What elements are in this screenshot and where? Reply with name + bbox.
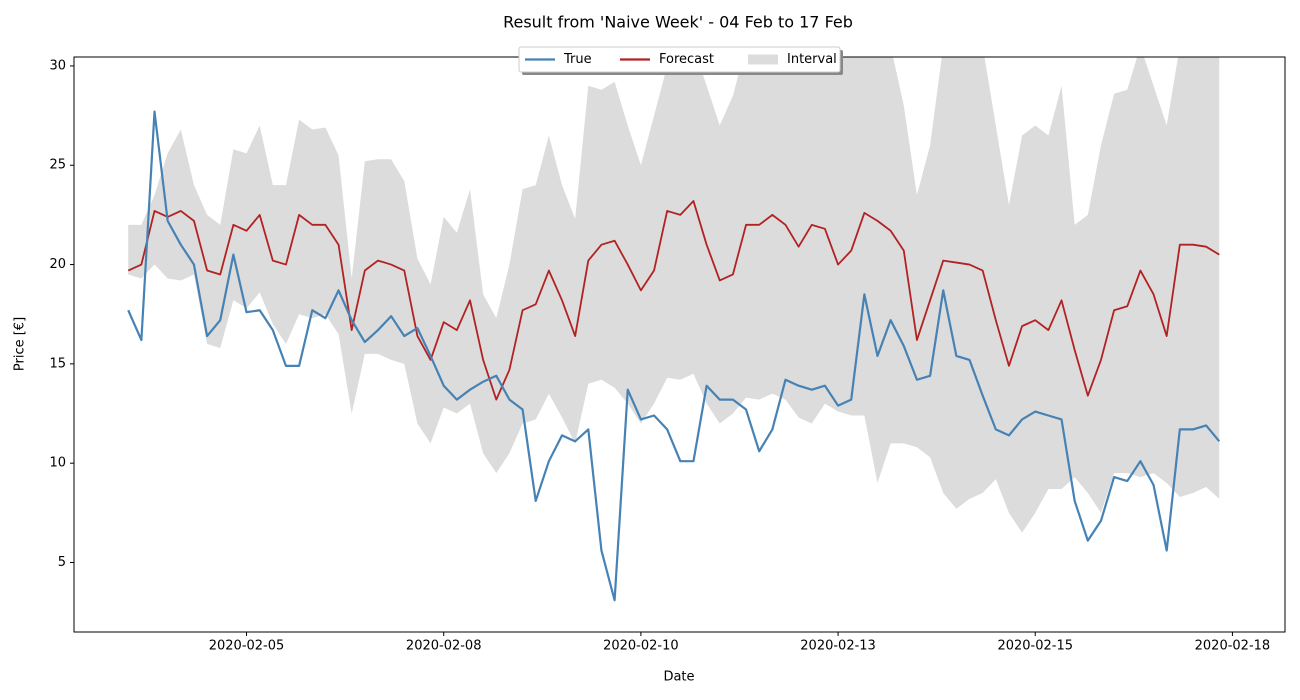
x-tick-label: 2020-02-18 <box>1195 639 1271 654</box>
y-tick-label: 25 <box>49 158 66 173</box>
x-tick-label: 2020-02-05 <box>209 639 285 654</box>
x-tick-label: 2020-02-15 <box>997 639 1073 654</box>
y-tick-label: 30 <box>49 58 66 73</box>
y-tick-label: 5 <box>58 555 66 570</box>
interval-band <box>128 57 1220 533</box>
plot-area <box>127 57 1221 602</box>
x-tick-label: 2020-02-08 <box>406 639 482 654</box>
legend-frame <box>518 46 841 73</box>
chart-title: Result from 'Naive Week' - 04 Feb to 17 … <box>503 13 853 32</box>
series-line <box>127 110 1221 602</box>
y-axis-label: Price [€] <box>13 317 28 371</box>
x-tick-label: 2020-02-13 <box>800 639 876 654</box>
y-tick-label: 15 <box>49 356 66 371</box>
x-tick-label: 2020-02-10 <box>603 639 679 654</box>
legend-marker <box>748 54 778 65</box>
legend-label: Forecast <box>659 52 714 67</box>
series-line <box>127 200 1220 401</box>
y-tick-label: 20 <box>49 257 66 272</box>
x-axis-label: Date <box>663 670 694 685</box>
legend-label: True <box>563 52 592 67</box>
legend-label: Interval <box>787 52 837 67</box>
y-tick-label: 10 <box>49 456 66 471</box>
